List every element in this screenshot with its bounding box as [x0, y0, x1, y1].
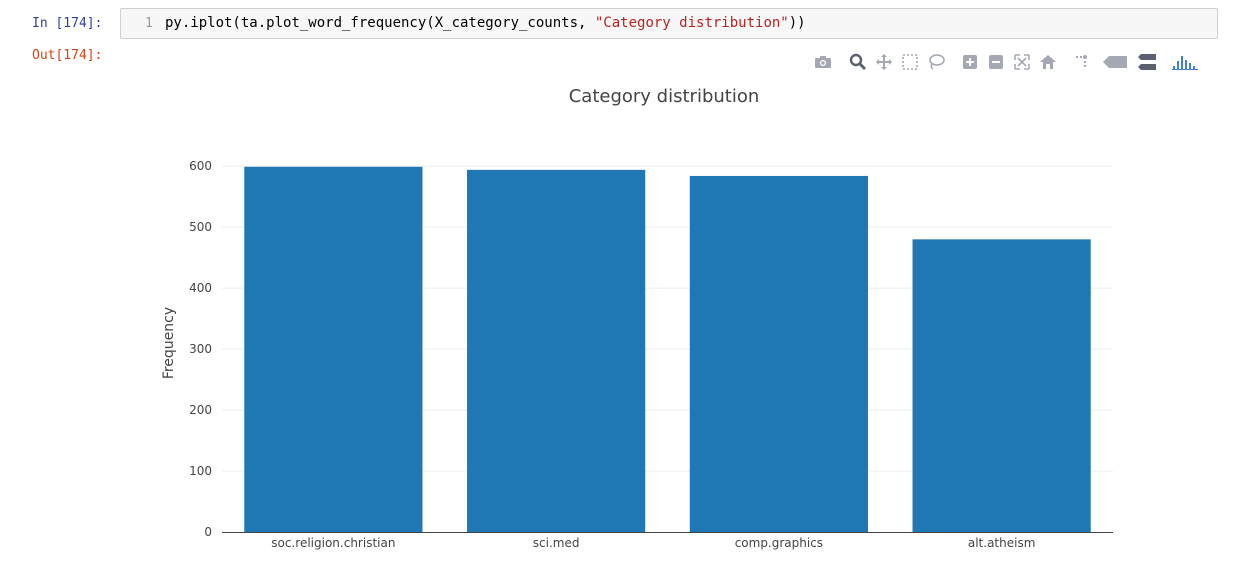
line-number: 1 — [145, 16, 153, 31]
input-prompt: In [174]: — [32, 16, 103, 31]
lasso-icon[interactable] — [926, 52, 946, 72]
y-tick-label: 500 — [189, 220, 212, 234]
output-prompt: Out[174]: — [32, 48, 103, 63]
autoscale-icon[interactable] — [1012, 52, 1032, 72]
code-line: py.iplot(ta.plot_word_frequency(X_catego… — [165, 15, 806, 31]
zoom-icon[interactable] — [848, 52, 868, 72]
y-tick-label: 300 — [189, 342, 212, 356]
y-tick-labels: 0 100 200 300 400 500 600 — [189, 159, 212, 539]
bar-soc-religion-christian[interactable] — [244, 166, 423, 532]
camera-icon[interactable] — [813, 52, 833, 72]
bar-sci-med[interactable] — [467, 169, 646, 532]
code-closing-parens: )) — [788, 15, 806, 31]
hover-closest-icon[interactable] — [1101, 52, 1129, 72]
code-call: py.iplot(ta.plot_word_frequency(X_catego… — [165, 15, 595, 31]
x-tick-label: soc.religion.christian — [271, 536, 395, 550]
x-tick-label: sci.med — [533, 536, 580, 550]
zoom-out-icon[interactable] — [986, 52, 1006, 72]
code-string-literal: "Category distribution" — [594, 15, 789, 31]
plotly-logo-icon[interactable] — [1170, 52, 1200, 72]
y-axis-title: Frequency — [161, 307, 177, 379]
spike-lines-icon[interactable] — [1072, 52, 1092, 72]
x-tick-labels: soc.religion.christian sci.med comp.graphi… — [271, 536, 1035, 550]
y-tick-label: 100 — [189, 464, 212, 478]
plot-modebar — [0, 0, 1244, 80]
bars-layer — [244, 166, 1091, 533]
x-tick-label: alt.atheism — [968, 536, 1036, 550]
hover-compare-icon[interactable] — [1137, 52, 1157, 72]
y-tick-label: 0 — [204, 525, 212, 539]
y-tick-label: 600 — [189, 159, 212, 173]
y-tick-label: 400 — [189, 281, 212, 295]
bar-alt-atheism[interactable] — [912, 239, 1091, 532]
bar-comp-graphics[interactable] — [689, 175, 868, 533]
x-tick-label: comp.graphics — [735, 536, 823, 550]
y-tick-label: 200 — [189, 403, 212, 417]
chart-title: Category distribution — [569, 86, 760, 107]
code-cell-input[interactable]: 1 py.iplot(ta.plot_word_frequency(X_cate… — [120, 8, 1218, 39]
pan-icon[interactable] — [874, 52, 894, 72]
box-select-icon[interactable] — [900, 52, 920, 72]
zoom-in-icon[interactable] — [960, 52, 980, 72]
home-icon[interactable] — [1038, 52, 1058, 72]
